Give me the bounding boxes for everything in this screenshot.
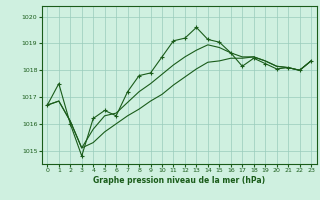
X-axis label: Graphe pression niveau de la mer (hPa): Graphe pression niveau de la mer (hPa) [93,176,265,185]
